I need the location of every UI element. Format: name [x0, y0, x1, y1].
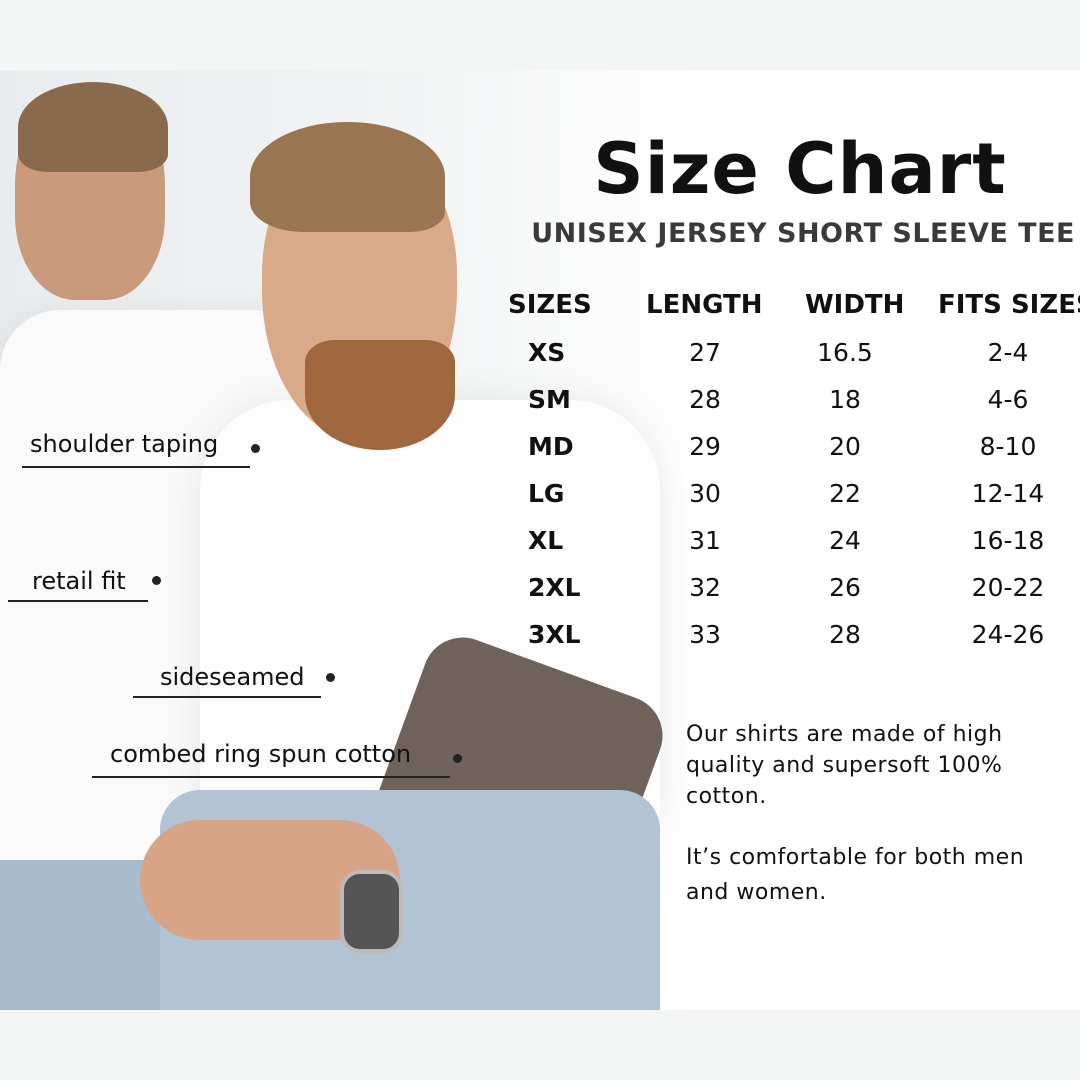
cell-fits-sizes: 24-26 — [971, 620, 1045, 649]
feature-line — [133, 696, 321, 698]
feature-line — [8, 600, 148, 602]
cell-size: 3XL — [528, 620, 581, 649]
cell-size: 2XL — [528, 573, 581, 602]
cell-width: 20 — [829, 432, 861, 461]
column-header-fits-sizes: FITS SIZES — [938, 290, 1080, 320]
cell-length: 29 — [689, 432, 721, 461]
feature-line — [22, 466, 250, 468]
cell-size: XS — [528, 338, 566, 367]
back-view-hair — [18, 82, 168, 172]
description-paragraph-1: Our shirts are made of high quality and … — [686, 719, 1003, 812]
description-line: cotton. — [686, 784, 767, 809]
column-header-sizes: SIZES — [508, 290, 592, 320]
feature-label-sideseamed: sideseamed — [160, 663, 305, 691]
cell-width: 18 — [829, 385, 861, 414]
feature-line — [92, 776, 450, 778]
description-paragraph-2: It’s comfortable for both men and women. — [686, 840, 1024, 910]
cell-size: SM — [528, 385, 571, 414]
cell-size: XL — [528, 526, 564, 555]
description-line: and women. — [686, 880, 827, 905]
feature-label-shoulder-taping: shoulder taping — [30, 430, 219, 458]
top-band — [0, 0, 1080, 70]
cell-fits-sizes: 8-10 — [979, 432, 1037, 461]
description-line: It’s comfortable for both men — [686, 845, 1025, 870]
cell-width: 22 — [829, 479, 861, 508]
cell-fits-sizes: 20-22 — [971, 573, 1045, 602]
cell-width: 24 — [829, 526, 861, 555]
cell-length: 32 — [689, 573, 721, 602]
wristwatch — [340, 870, 403, 953]
description-line: Our shirts are made of high — [686, 722, 1003, 747]
cell-length: 30 — [689, 479, 721, 508]
front-view-hair — [250, 122, 445, 232]
column-header-length: LENGTH — [646, 290, 763, 320]
page-subtitle: UNISEX JERSEY SHORT SLEEVE TEE — [531, 218, 1075, 249]
bottom-band — [0, 1010, 1080, 1080]
cell-fits-sizes: 2-4 — [987, 338, 1029, 367]
feature-label-combed-ring-spun-cotton: combed ring spun cotton — [110, 740, 412, 768]
cell-size: LG — [528, 479, 565, 508]
cell-fits-sizes: 12-14 — [971, 479, 1045, 508]
feature-dot — [326, 673, 335, 682]
feature-label-retail-fit: retail fit — [32, 567, 126, 595]
cell-width: 16.5 — [817, 338, 873, 367]
cell-width: 28 — [829, 620, 861, 649]
feature-dot — [251, 444, 260, 453]
cell-length: 27 — [689, 338, 721, 367]
cell-fits-sizes: 16-18 — [971, 526, 1045, 555]
size-chart-panel: shoulder taping retail fit sideseamed co… — [0, 70, 1080, 1010]
cell-length: 28 — [689, 385, 721, 414]
description-line: quality and supersoft 100% — [686, 753, 1003, 778]
cell-width: 26 — [829, 573, 861, 602]
feature-dot — [152, 576, 161, 585]
cell-length: 31 — [689, 526, 721, 555]
feature-dot — [453, 754, 462, 763]
page-title: Size Chart — [593, 128, 1007, 210]
cell-fits-sizes: 4-6 — [987, 385, 1029, 414]
column-header-width: WIDTH — [805, 290, 905, 320]
cell-size: MD — [528, 432, 574, 461]
cell-length: 33 — [689, 620, 721, 649]
front-view-beard — [305, 340, 455, 450]
